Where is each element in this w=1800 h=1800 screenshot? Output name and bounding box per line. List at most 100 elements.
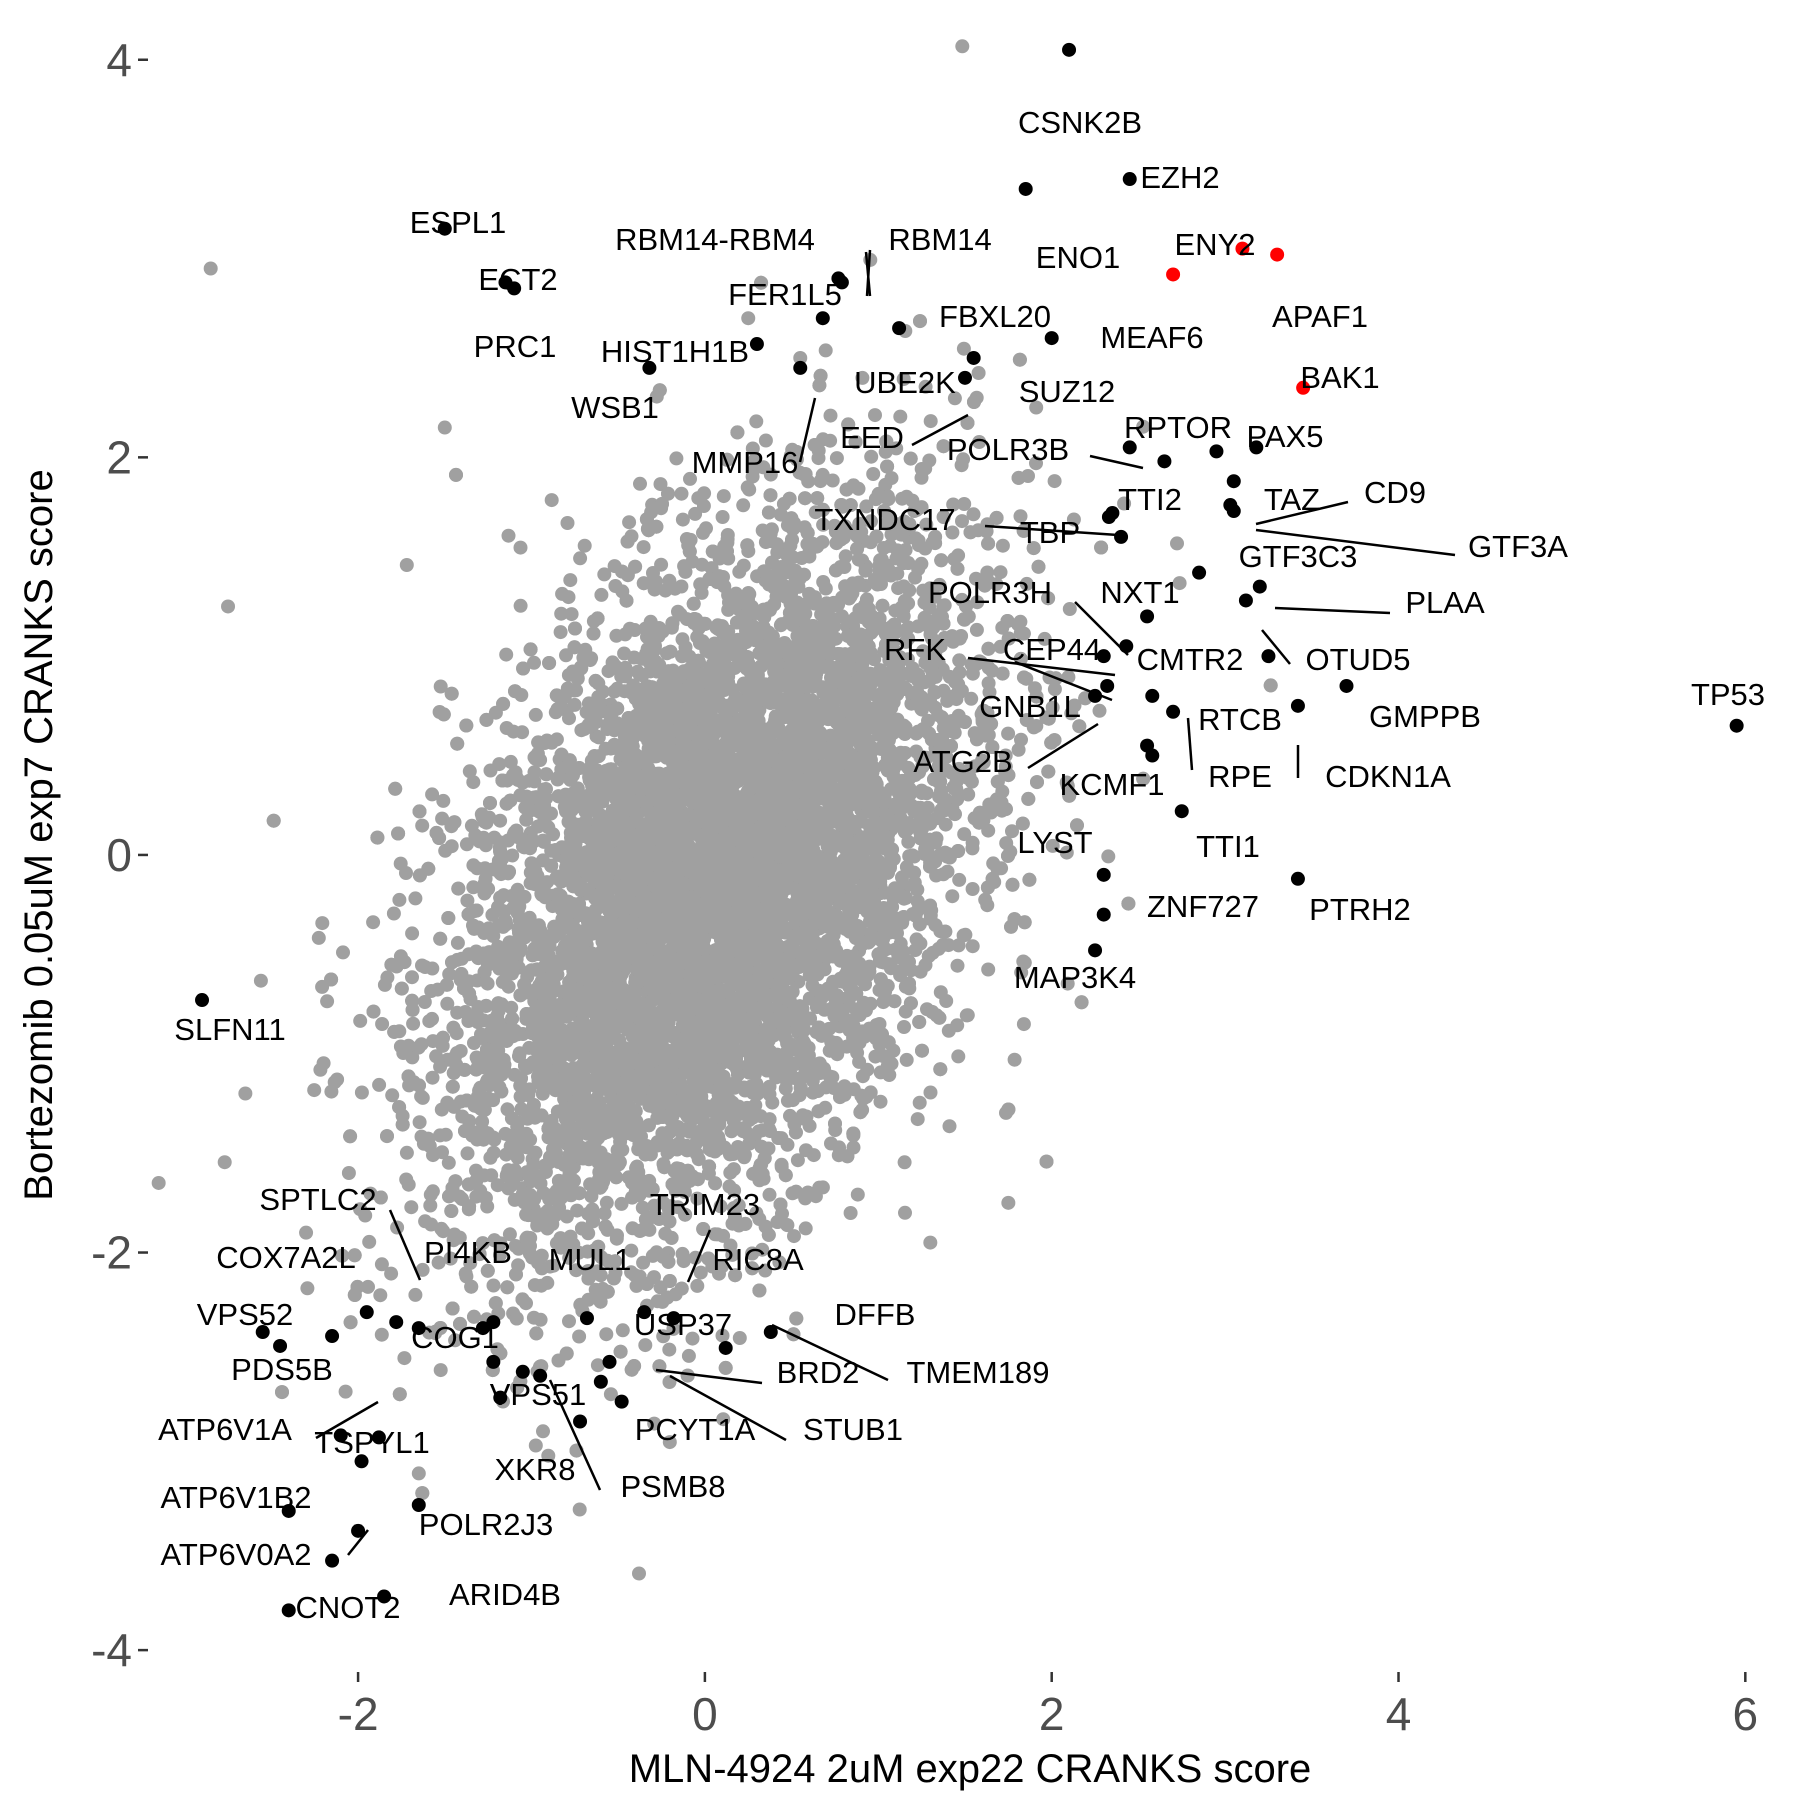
background-point [444,839,459,854]
background-point [805,1073,820,1088]
background-point [693,1265,708,1280]
background-point [553,625,568,640]
background-point [404,1200,419,1215]
background-point [1016,1017,1031,1032]
background-point [1117,496,1132,511]
background-point [662,573,677,588]
background-point [584,1189,599,1204]
background-point [577,538,592,553]
background-point [441,1155,456,1170]
background-point [564,607,579,622]
background-point [715,510,730,524]
background-point [669,451,684,466]
background-point [627,623,642,637]
background-point [459,837,474,852]
background-point [972,435,987,449]
background-point [656,1329,671,1344]
background-point [414,1089,429,1104]
background-point [361,1279,375,1294]
background-point [647,1416,662,1431]
background-point [1045,838,1060,853]
background-point [950,958,965,973]
background-point [690,1278,705,1293]
background-point [448,1333,463,1348]
background-point [843,1206,858,1220]
background-point [895,870,909,885]
background-point [513,598,528,613]
background-point [425,1184,440,1199]
background-point [1092,703,1107,718]
background-point [970,595,985,610]
background-point [499,647,514,662]
background-point [716,489,731,504]
background-point [936,867,951,882]
background-point [855,370,870,385]
background-point [527,655,541,670]
background-point [899,1052,914,1067]
background-point [818,343,833,358]
background-point [636,540,651,555]
background-point [818,581,833,596]
background-point [501,979,516,994]
background-point [597,1206,612,1221]
background-point [362,1234,377,1249]
background-point [372,1077,387,1092]
background-point [546,1258,561,1273]
background-point [425,1070,440,1085]
background-point [562,1314,576,1329]
background-points [151,39,1278,1581]
background-point [508,1239,523,1253]
background-point [829,451,844,466]
background-point [850,1187,865,1202]
background-point [374,1257,389,1272]
plot-area [150,20,1780,1670]
background-point [1019,576,1034,591]
background-point [918,461,933,476]
background-point [1014,732,1028,747]
background-point [354,1085,369,1100]
background-point [460,1146,475,1161]
background-point [408,891,423,906]
background-point [957,827,972,842]
background-point [572,1502,587,1517]
background-point [638,1338,653,1353]
background-point [374,1327,389,1342]
background-point [860,1062,875,1077]
background-point [806,1148,821,1163]
background-point [320,994,335,1009]
background-point [912,1095,927,1110]
background-point [1001,726,1016,741]
background-point [942,1119,957,1134]
background-point [384,1266,399,1281]
background-point [666,1321,681,1336]
background-point [366,915,381,930]
background-point [696,525,710,540]
background-point [798,1221,813,1236]
background-point [653,477,668,492]
background-point [528,707,543,722]
background-point [981,962,996,977]
background-point [973,655,988,670]
background-point [681,1348,696,1363]
background-point [675,512,690,527]
background-point [918,379,933,394]
background-point [415,1262,430,1277]
background-point [375,1017,390,1031]
background-point [995,538,1010,553]
background-point [965,939,980,954]
background-point [502,1227,517,1242]
background-point [919,517,934,532]
background-point [466,775,481,790]
background-point [632,1566,646,1581]
background-point [946,497,961,512]
background-point [749,414,764,429]
background-point [411,1466,426,1481]
background-point [541,1448,556,1463]
background-point [560,516,575,530]
background-point [816,517,831,532]
background-point [513,540,528,555]
background-point [745,441,760,456]
background-point [732,1331,747,1345]
background-point [435,811,450,826]
background-point [397,1351,412,1366]
